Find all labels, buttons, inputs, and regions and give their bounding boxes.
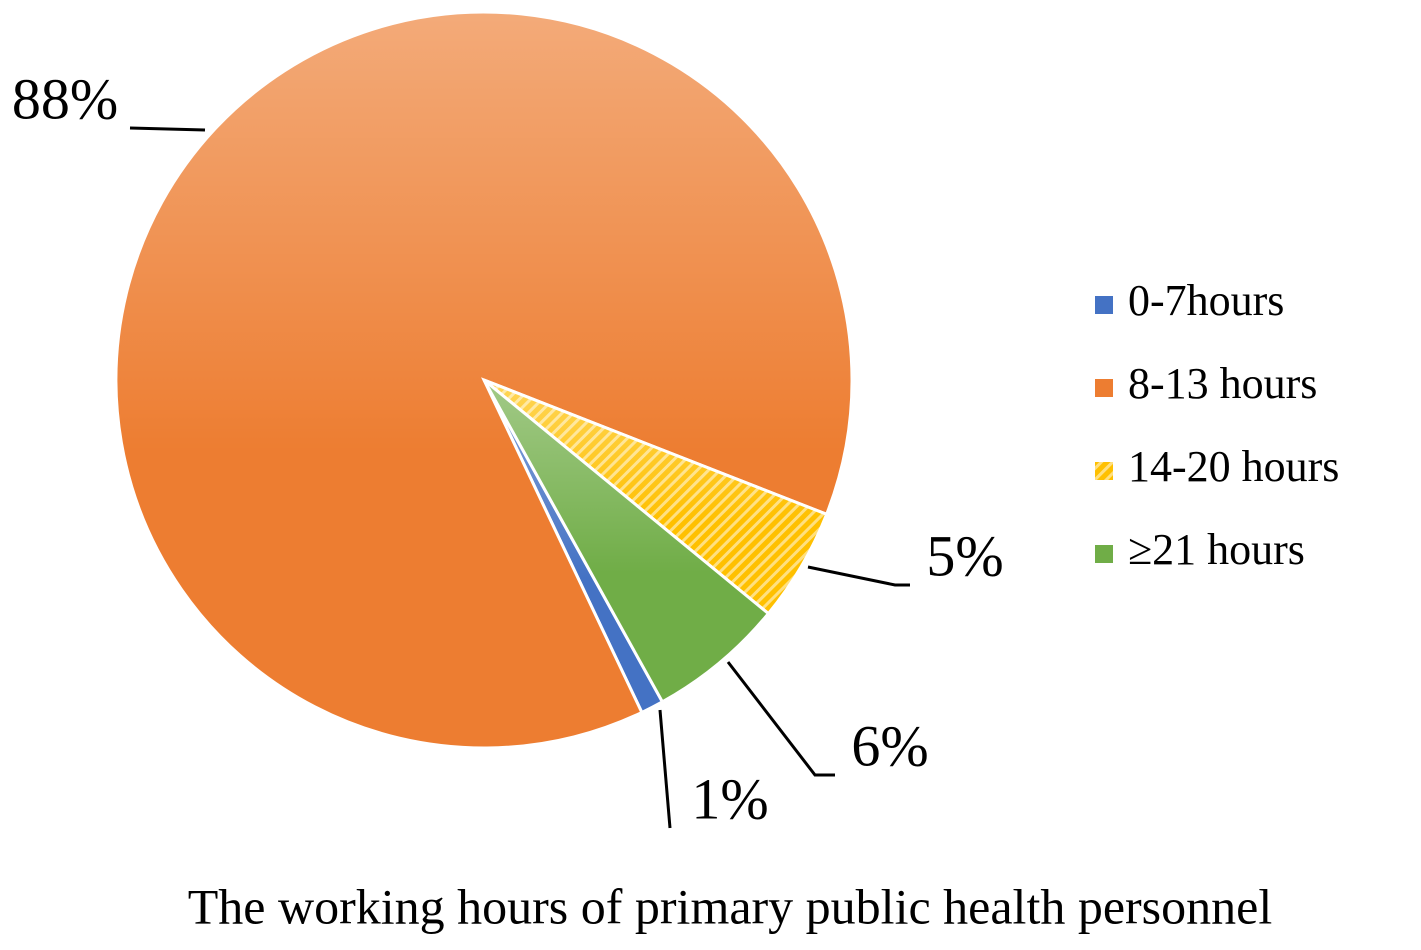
- leader-line: [658, 709, 672, 829]
- data-label: 5%: [926, 523, 1003, 588]
- leader-line: [726, 661, 835, 777]
- slice-shade: [484, 380, 769, 702]
- legend-label: 8-13 hours: [1128, 359, 1317, 408]
- leader-line: [129, 126, 206, 132]
- legend-label: ≥21 hours: [1128, 525, 1305, 574]
- legend-swatch: [1095, 462, 1113, 480]
- legend-label: 0-7hours: [1128, 276, 1284, 325]
- slice-shade: [484, 380, 827, 614]
- legend-label: 14-20 hours: [1128, 442, 1339, 491]
- data-label: 88%: [12, 66, 118, 131]
- legend-swatch: [1095, 296, 1113, 314]
- chart-title: The working hours of primary public heal…: [188, 878, 1272, 934]
- data-label: 6%: [851, 713, 928, 778]
- data-label: 1%: [691, 766, 768, 831]
- legend-swatch: [1095, 545, 1113, 563]
- leader-line: [807, 565, 910, 587]
- legend-swatch: [1095, 379, 1113, 397]
